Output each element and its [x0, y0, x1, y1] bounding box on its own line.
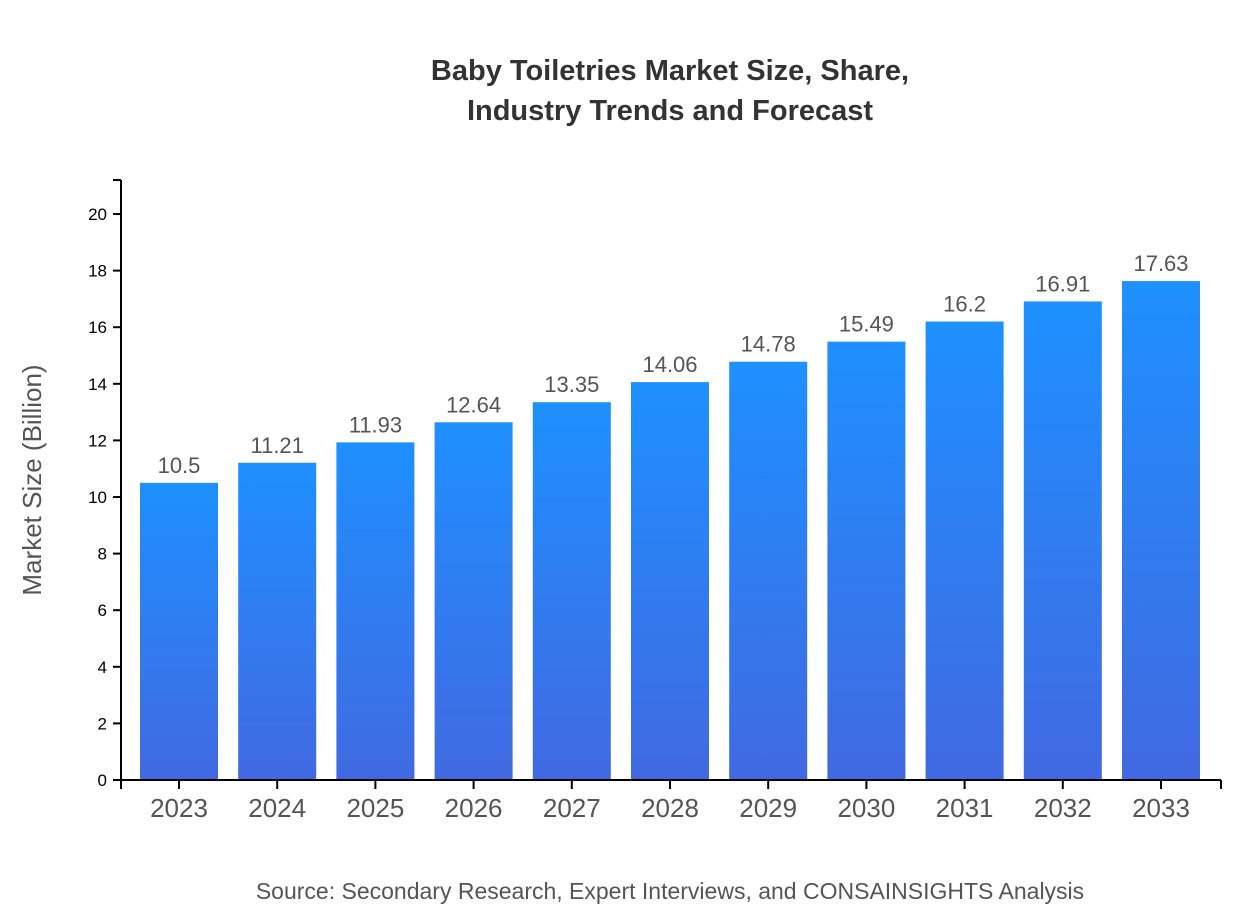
bar-value-label: 13.35	[544, 372, 599, 397]
x-tick-label: 2023	[150, 793, 208, 823]
chart-title-line-2: Industry Trends and Forecast	[467, 95, 873, 127]
x-tick-label: 2024	[248, 793, 306, 823]
bar-value-label: 16.2	[943, 292, 986, 317]
bar-2031	[925, 321, 1004, 780]
x-tick-label: 2031	[936, 793, 994, 823]
bar-value-label: 10.5	[158, 453, 201, 478]
bars: 10.5 11.21 11.93 12.64 13.35 14.06 14.78 15.49 1…	[140, 251, 1200, 780]
y-tick-label: 18	[88, 262, 107, 281]
y-tick-label: 8	[98, 545, 107, 564]
bar-value-label: 17.63	[1133, 251, 1188, 276]
bar-2028	[631, 382, 709, 780]
source-note: Source: Secondary Research, Expert Inter…	[256, 878, 1084, 904]
bar-2024	[238, 462, 317, 780]
bar-2033	[1122, 281, 1200, 780]
x-tick-label: 2029	[739, 793, 797, 823]
bar-value-label: 14.78	[741, 332, 796, 357]
y-axis: 0 2 4 6 8 10 12 14 16 18 20	[88, 179, 122, 790]
bar-value-label: 11.93	[349, 412, 402, 437]
bar-2032	[1023, 301, 1102, 780]
y-tick-label: 4	[98, 658, 107, 677]
bar-2023	[140, 482, 218, 780]
bar-value-label: 14.06	[642, 352, 697, 377]
y-tick-label: 16	[88, 318, 107, 337]
y-tick-label: 12	[88, 431, 107, 450]
bar-2027	[532, 402, 611, 780]
bar-value-label: 12.64	[446, 392, 501, 417]
y-tick-label: 2	[98, 714, 107, 733]
y-tick-label: 0	[98, 771, 107, 790]
y-tick-label: 20	[88, 205, 107, 224]
x-tick-label: 2033	[1132, 793, 1190, 823]
bar-2026	[434, 422, 513, 780]
x-axis: 2023 2024 2025 2026 2027 2028 2029 2030 2031 2032…	[120, 779, 1222, 823]
bar-2025	[336, 442, 415, 780]
x-tick-label: 2030	[837, 793, 895, 823]
x-tick-label: 2032	[1034, 793, 1092, 823]
chart-title-line-1: Baby Toiletries Market Size, Share,	[431, 55, 909, 87]
y-axis-label: Market Size (Billion)	[17, 364, 47, 595]
x-tick-label: 2025	[346, 793, 404, 823]
x-tick-label: 2028	[641, 793, 699, 823]
bar-2029	[729, 361, 808, 780]
x-tick-label: 2026	[445, 793, 503, 823]
bar-2030	[827, 341, 906, 780]
y-tick-label: 14	[88, 375, 107, 394]
bar-value-label: 15.49	[839, 312, 894, 337]
bar-value-label: 11.21	[250, 433, 303, 458]
x-tick-label: 2027	[543, 793, 601, 823]
bar-value-label: 16.91	[1035, 271, 1090, 296]
y-tick-label: 10	[88, 488, 107, 507]
y-tick-label: 6	[98, 601, 107, 620]
